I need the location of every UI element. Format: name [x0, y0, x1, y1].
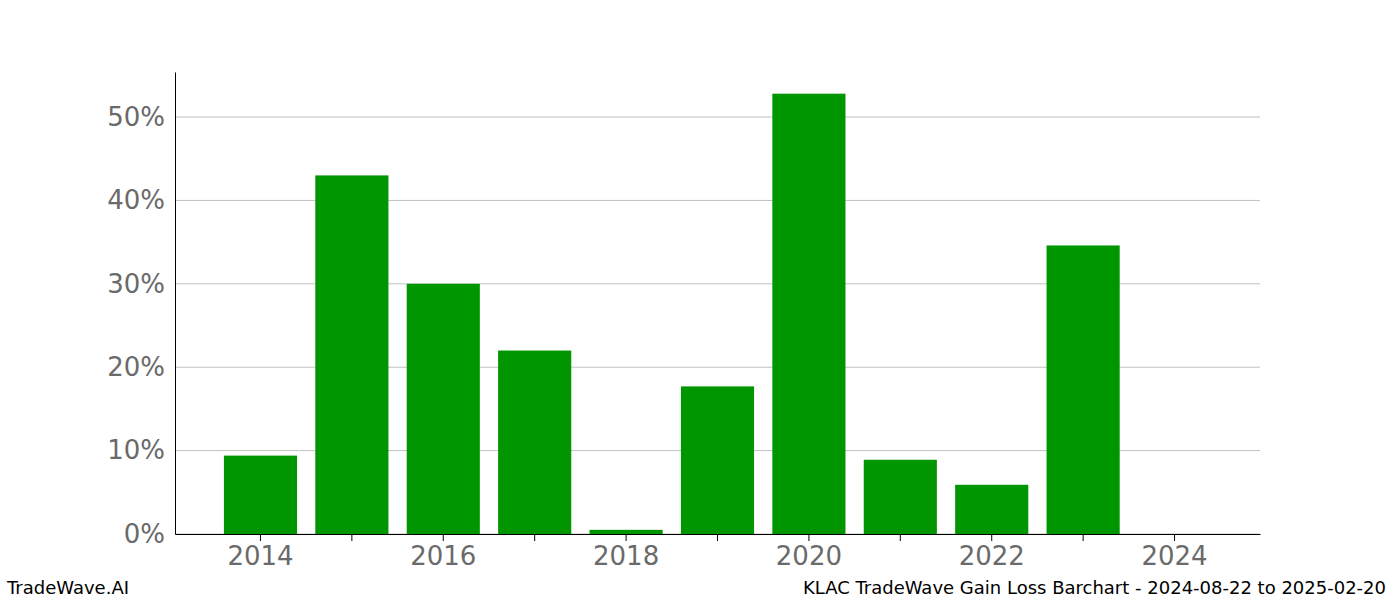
- grid: [175, 117, 1260, 534]
- x-tick: 2018: [593, 534, 659, 571]
- bar: [224, 456, 297, 534]
- x-tick: [900, 534, 901, 541]
- y-tick-label: 30%: [107, 269, 165, 299]
- footer-text: TradeWave.AI: [6, 577, 129, 598]
- x-tick-label: 2022: [959, 541, 1025, 571]
- bar: [772, 94, 845, 534]
- y-tick-label: 40%: [107, 185, 165, 215]
- x-tick-mark: [991, 534, 992, 541]
- x-tick: 2024: [1141, 534, 1207, 571]
- x-tick-mark: [260, 534, 261, 541]
- x-tick-mark: [1083, 534, 1084, 541]
- y-tick: 40%: [107, 185, 175, 215]
- y-tick-label: 10%: [107, 435, 165, 465]
- bar: [590, 530, 663, 534]
- x-tick-mark: [443, 534, 444, 541]
- y-axis: 0% 10% 20% 30% 40% 50%: [107, 73, 175, 549]
- x-tick-mark: [534, 534, 535, 541]
- x-tick-mark: [900, 534, 901, 541]
- x-tick-label: 2024: [1141, 541, 1207, 571]
- y-tick: 20%: [107, 352, 175, 382]
- x-axis: 2014 2016 2018 2020 2022 2024: [176, 534, 1261, 571]
- x-tick: 2014: [227, 534, 293, 571]
- y-tick-label: 0%: [124, 519, 165, 549]
- x-tick: [534, 534, 535, 541]
- bar: [315, 175, 388, 534]
- x-tick: 2020: [776, 534, 842, 571]
- bar: [407, 284, 480, 534]
- y-tick: 30%: [107, 269, 175, 299]
- y-tick-label: 20%: [107, 352, 165, 382]
- x-tick-mark: [1174, 534, 1175, 541]
- x-tick: 2016: [410, 534, 476, 571]
- footer-text: KLAC TradeWave Gain Loss Barchart - 2024…: [803, 577, 1386, 598]
- x-tick-label: 2016: [410, 541, 476, 571]
- bar: [864, 460, 937, 534]
- x-tick-mark: [351, 534, 352, 541]
- y-axis-line: [175, 73, 176, 535]
- x-tick: [351, 534, 352, 541]
- x-tick-mark: [626, 534, 627, 541]
- x-tick: [717, 534, 718, 541]
- x-tick-mark: [808, 534, 809, 541]
- x-tick: 2022: [959, 534, 1025, 571]
- y-tick-label: 50%: [107, 102, 165, 132]
- x-tick-mark: [717, 534, 718, 541]
- y-tick: 50%: [107, 102, 175, 132]
- bars: [224, 94, 1120, 534]
- chart: 2014 2016 2018 2020 2022 2024 0% 10% 20% 30% 40% 50…: [0, 0, 1400, 600]
- x-tick-label: 2018: [593, 541, 659, 571]
- y-tick: 0%: [124, 519, 175, 549]
- bar: [498, 351, 571, 534]
- y-tick: 10%: [107, 435, 175, 465]
- x-tick: [1083, 534, 1084, 541]
- grid-line: [175, 117, 1260, 118]
- bar: [1138, 534, 1211, 535]
- bar: [681, 386, 754, 534]
- x-tick-label: 2014: [227, 541, 293, 571]
- x-tick-label: 2020: [776, 541, 842, 571]
- bar: [1047, 245, 1120, 534]
- bar: [955, 485, 1028, 534]
